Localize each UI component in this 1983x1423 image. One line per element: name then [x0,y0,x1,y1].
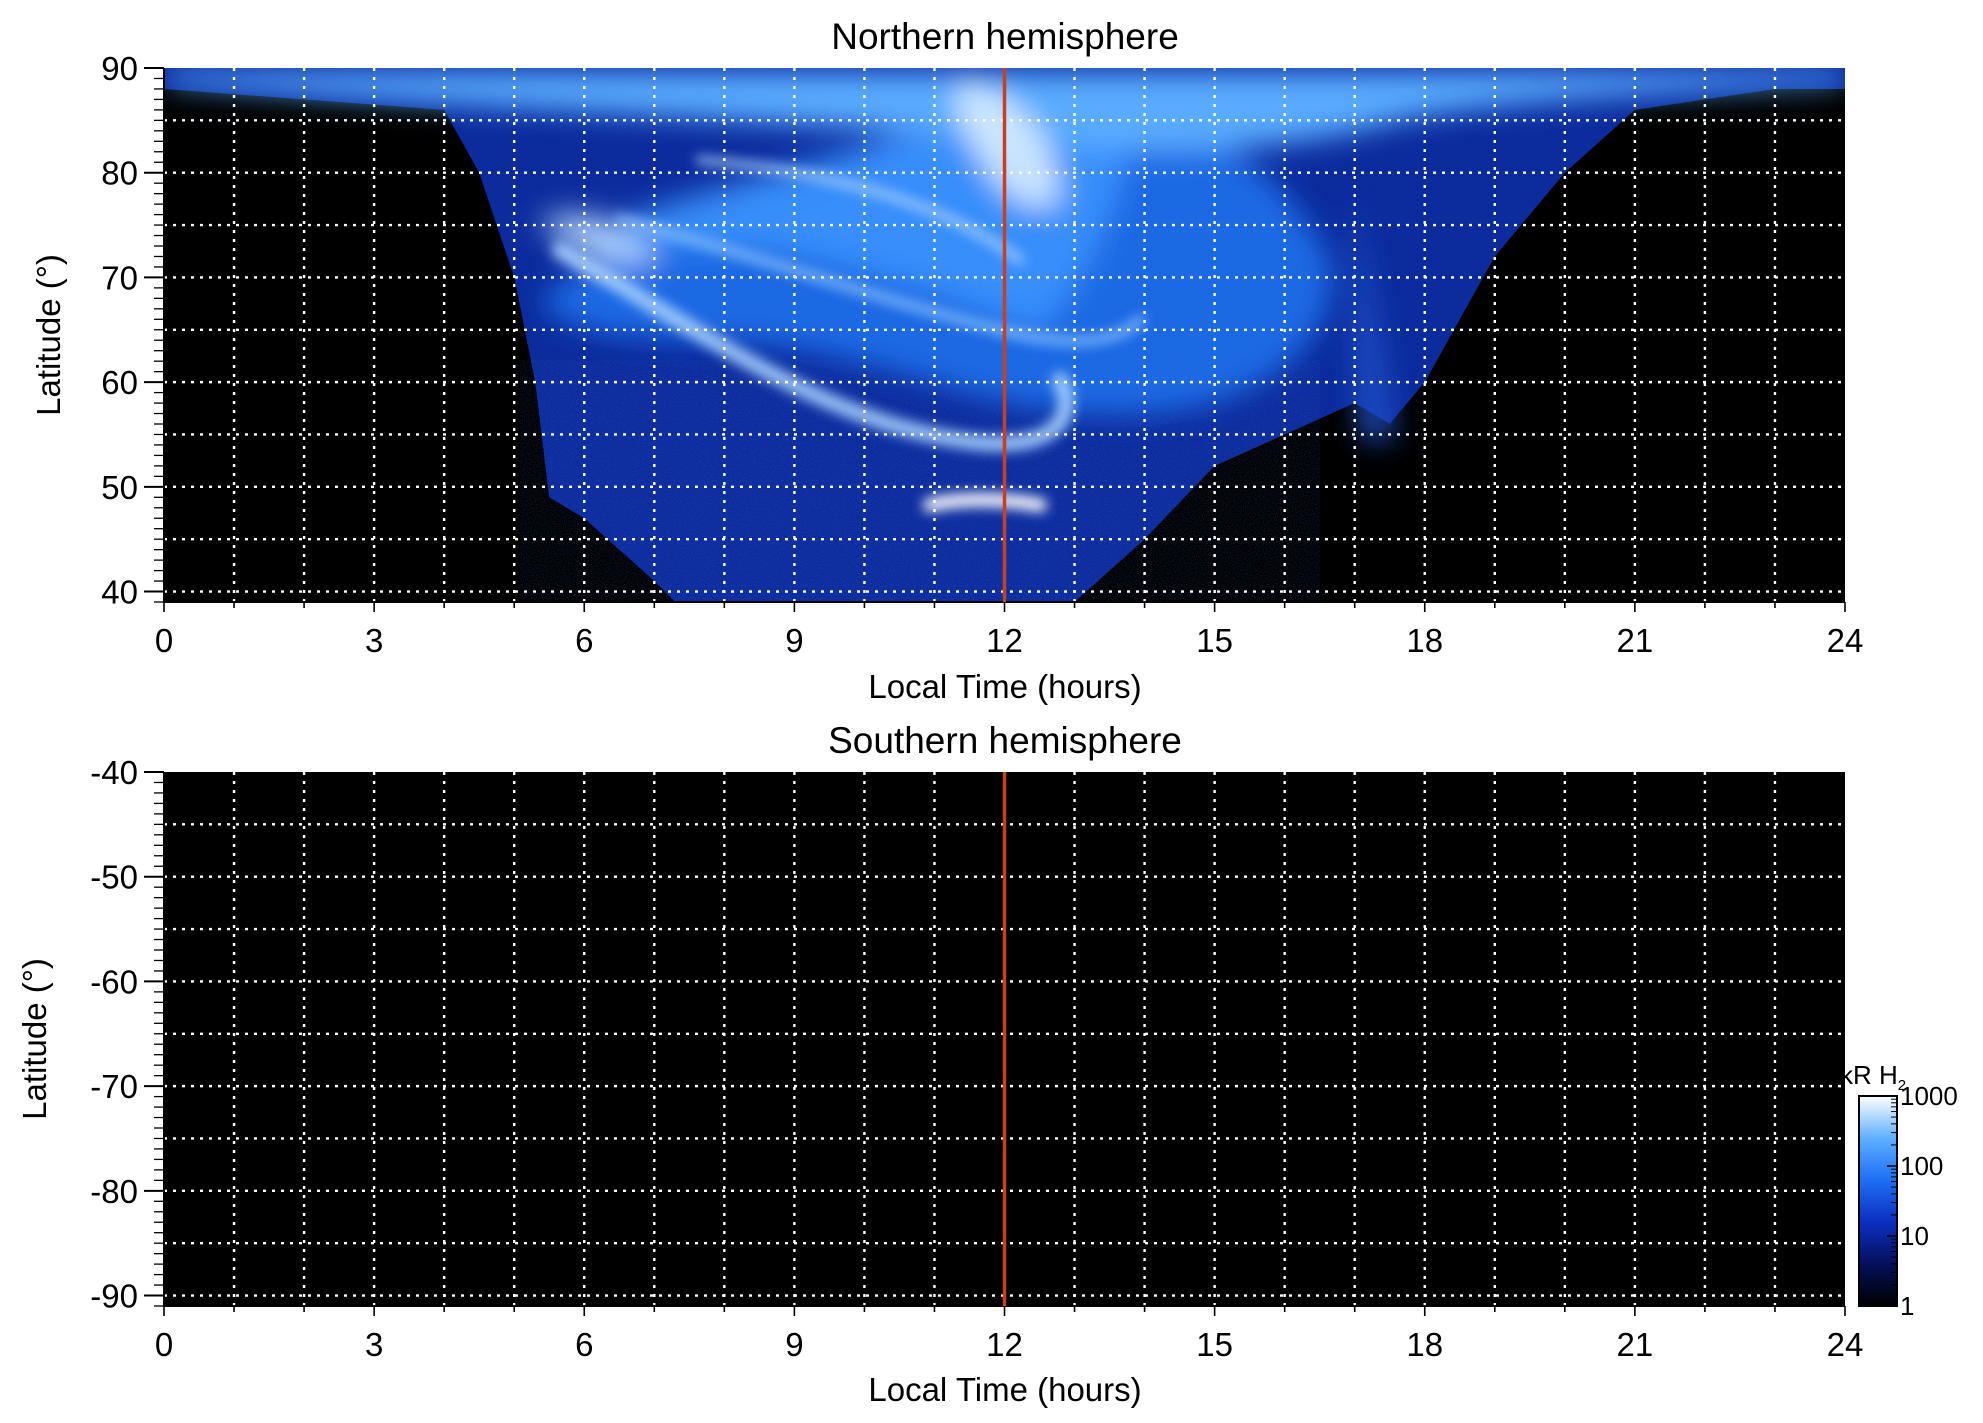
south-x-tick-label: 9 [785,1326,803,1363]
south-grid [164,772,1845,1306]
north-x-tick-label: 21 [1617,622,1654,659]
north-x-tick-label: 15 [1196,622,1233,659]
colorbar-label-subscript: 2 [1898,1077,1906,1094]
north-y-tick-label: 60 [101,364,138,401]
colorbar-gradient [1858,1095,1898,1307]
south-x-tick-label: 6 [575,1326,593,1363]
north-y-axis-label: Latitude (°) [30,254,67,416]
colorbar-label-main: kR H [1840,1060,1898,1090]
south-x-axis: 0 3 6 9 12 15 18 21 24 [155,1305,1864,1363]
south-x-tick-label: 21 [1617,1326,1654,1363]
south-x-tick-label: 18 [1406,1326,1443,1363]
south-y-tick-label: -70 [90,1068,138,1105]
north-x-tick-label: 18 [1406,622,1443,659]
colorbar-tick-label: 1 [1900,1291,1914,1321]
north-x-tick-label: 9 [785,622,803,659]
north-y-tick-label: 80 [101,155,138,192]
north-auroral-arcs [552,155,1145,512]
south-y-tick-label: -60 [90,963,138,1000]
south-y-tick-label: -90 [90,1278,138,1315]
south-x-tick-label: 24 [1827,1326,1864,1363]
colorbar-tick-label: 100 [1900,1151,1943,1181]
south-x-axis-label: Local Time (hours) [868,1371,1141,1408]
colorbar-tick-label: 1000 [1900,1081,1958,1111]
north-x-tick-label: 0 [155,622,173,659]
colorbar: kR H2 1 10 100 1000 [1840,1060,1958,1321]
south-y-axis: -40 -50 -60 -70 -80 -90 [90,754,165,1315]
north-x-axis-label: Local Time (hours) [868,668,1141,705]
colorbar-label: kR H2 [1840,1060,1906,1094]
north-x-tick-label: 24 [1827,622,1864,659]
south-y-tick-label: -80 [90,1173,138,1210]
north-y-tick-label: 50 [101,469,138,506]
north-x-axis: 0 3 6 9 12 15 18 21 24 [155,601,1864,659]
north-grid [164,68,1845,602]
south-x-tick-label: 0 [155,1326,173,1363]
south-panel: Southern hemisphere -40 -50 -60 -70 -80 -90 0… [16,720,1863,1408]
south-x-tick-label: 15 [1196,1326,1233,1363]
south-title: Southern hemisphere [828,720,1182,761]
north-y-axis: 40 50 60 70 80 90 [101,50,165,611]
north-x-tick-label: 3 [365,622,383,659]
south-y-tick-label: -40 [90,754,138,791]
north-y-tick-label: 70 [101,259,138,296]
north-x-tick-label: 12 [986,622,1023,659]
colorbar-tick-label: 10 [1900,1221,1929,1251]
north-y-tick-label: 40 [101,574,138,611]
north-y-tick-label: 90 [101,50,138,87]
north-title: Northern hemisphere [831,16,1179,57]
south-x-tick-label: 3 [365,1326,383,1363]
colorbar-ticks: 1 10 100 1000 [1887,1081,1958,1321]
south-x-tick-label: 12 [986,1326,1023,1363]
south-y-axis-label: Latitude (°) [16,958,53,1120]
north-x-tick-label: 6 [575,622,593,659]
south-y-tick-label: -50 [90,859,138,896]
